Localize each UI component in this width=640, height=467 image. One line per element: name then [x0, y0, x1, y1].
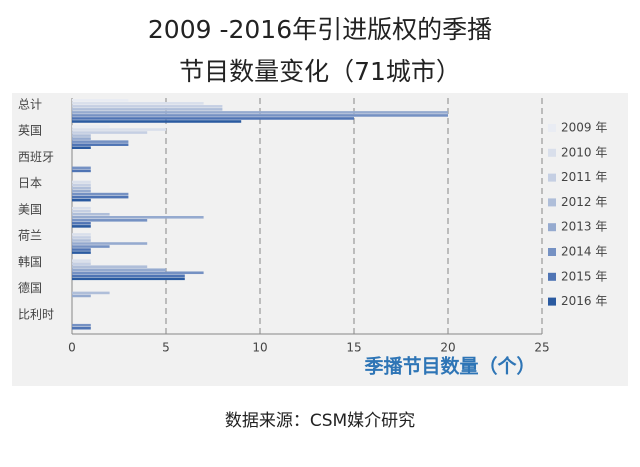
chart-title: 2009 -2016年引进版权的季播: [148, 15, 492, 44]
bar: [72, 291, 110, 295]
bar: [72, 236, 91, 239]
x-tick-label: 15: [346, 341, 361, 355]
bar: [72, 180, 91, 184]
bar: [72, 192, 129, 196]
chart-title: 节目数量变化（71城市）: [179, 57, 461, 86]
bar: [72, 131, 148, 134]
bar: [72, 242, 148, 245]
bar: [72, 114, 448, 117]
legend-label: 2013 年: [561, 220, 607, 234]
bar: [72, 169, 91, 173]
legend-label: 2014 年: [561, 245, 607, 259]
x-tick-label: 5: [162, 341, 170, 355]
bar: [72, 195, 129, 199]
y-tick-label: 总计: [18, 98, 42, 112]
legend-label: 2009 年: [561, 121, 607, 135]
legend-label: 2011 年: [561, 170, 607, 184]
bar: [72, 239, 91, 242]
legend-label: 2016 年: [561, 294, 607, 308]
legend-swatch: [548, 272, 556, 281]
y-tick-label: 西班牙: [18, 150, 54, 164]
y-tick-label: 荷兰: [18, 229, 42, 243]
bar: [72, 108, 223, 111]
bar: [72, 294, 91, 298]
bar: [72, 186, 91, 190]
source-note: 数据来源：CSM媒介研究: [225, 411, 415, 431]
bar: [72, 134, 91, 137]
bar: [72, 268, 166, 272]
bar: [72, 216, 204, 219]
bar: [72, 143, 129, 146]
bar: [72, 265, 148, 268]
y-tick-label: 日本: [18, 176, 42, 190]
bar: [72, 225, 91, 228]
bar: [72, 222, 91, 225]
bar: [72, 128, 166, 131]
x-axis-title: 季播节目数量（个）: [364, 355, 535, 378]
bar: [72, 111, 448, 114]
bar: [72, 219, 148, 222]
bar: [72, 183, 91, 187]
bar: [72, 125, 110, 128]
bar: [72, 99, 129, 102]
bar: [72, 206, 91, 210]
legend-swatch: [548, 198, 556, 207]
bar: [72, 137, 91, 140]
bar: [72, 245, 110, 248]
bar: [72, 120, 242, 123]
legend-swatch: [548, 297, 556, 306]
bar: [72, 105, 223, 108]
y-tick-label: 美国: [18, 202, 42, 216]
bar: [72, 326, 91, 330]
legend-swatch: [548, 248, 556, 256]
bar: [72, 198, 91, 202]
bar: [72, 271, 204, 275]
bar: [72, 117, 354, 120]
bar: [72, 323, 91, 327]
bar: [72, 277, 185, 281]
legend-swatch: [548, 223, 556, 232]
legend-swatch: [548, 148, 556, 157]
bar: [72, 209, 91, 213]
y-tick-label: 德国: [18, 280, 42, 295]
y-tick-label: 韩国: [18, 254, 42, 269]
bar: [72, 102, 204, 105]
legend-label: 2010 年: [561, 145, 607, 159]
legend-label: 2012 年: [561, 195, 607, 209]
bar: [72, 233, 91, 236]
legend-swatch: [548, 124, 556, 132]
bar: [72, 251, 91, 254]
bar: [72, 262, 91, 265]
bar: [72, 274, 185, 278]
bar: [72, 146, 91, 149]
bar: [72, 212, 110, 216]
legend-swatch: [548, 173, 556, 182]
y-tick-label: 英国: [18, 124, 42, 138]
x-tick-label: 20: [440, 341, 455, 355]
bar: [72, 166, 91, 170]
y-tick-label: 比利时: [18, 307, 54, 321]
x-tick-label: 10: [252, 341, 267, 355]
x-tick-label: 0: [68, 341, 76, 355]
legend-label: 2015 年: [561, 269, 607, 283]
bar: [72, 248, 91, 251]
bar: [72, 259, 91, 262]
x-tick-label: 25: [534, 341, 549, 355]
bar: [72, 189, 91, 193]
bar: [72, 140, 129, 143]
